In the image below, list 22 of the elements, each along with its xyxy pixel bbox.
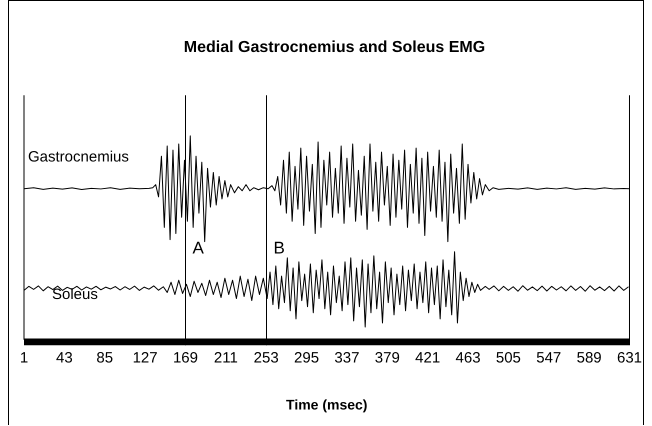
- x-tick-label: 547: [536, 349, 562, 366]
- x-tick-label: 253: [254, 349, 279, 366]
- x-tick-label: 337: [334, 349, 360, 366]
- chart-title: Medial Gastrocnemius and Soleus EMG: [184, 39, 486, 56]
- x-tick-label: 85: [96, 349, 114, 366]
- series-label: Soleus: [52, 286, 98, 304]
- x-tick-label: 1: [20, 349, 28, 366]
- x-axis-title: Time (msec): [286, 396, 368, 412]
- x-tick-label: 211: [214, 349, 238, 366]
- x-tick-label: 127: [132, 349, 158, 366]
- x-tick-label: 43: [56, 349, 73, 366]
- x-tick-label: 169: [172, 349, 198, 366]
- x-tick-label: 463: [456, 349, 481, 366]
- x-tick-label: 379: [374, 349, 400, 366]
- ref-line-label: B: [274, 238, 285, 258]
- x-tick-label: 589: [576, 349, 602, 366]
- ref-line-label: A: [192, 238, 204, 258]
- series-label: Gastrocnemius: [28, 148, 129, 166]
- x-tick-label: 505: [496, 349, 521, 366]
- x-tick-label: 421: [415, 349, 440, 366]
- x-tick-label: 631: [616, 349, 642, 366]
- x-tick-label: 295: [294, 349, 320, 366]
